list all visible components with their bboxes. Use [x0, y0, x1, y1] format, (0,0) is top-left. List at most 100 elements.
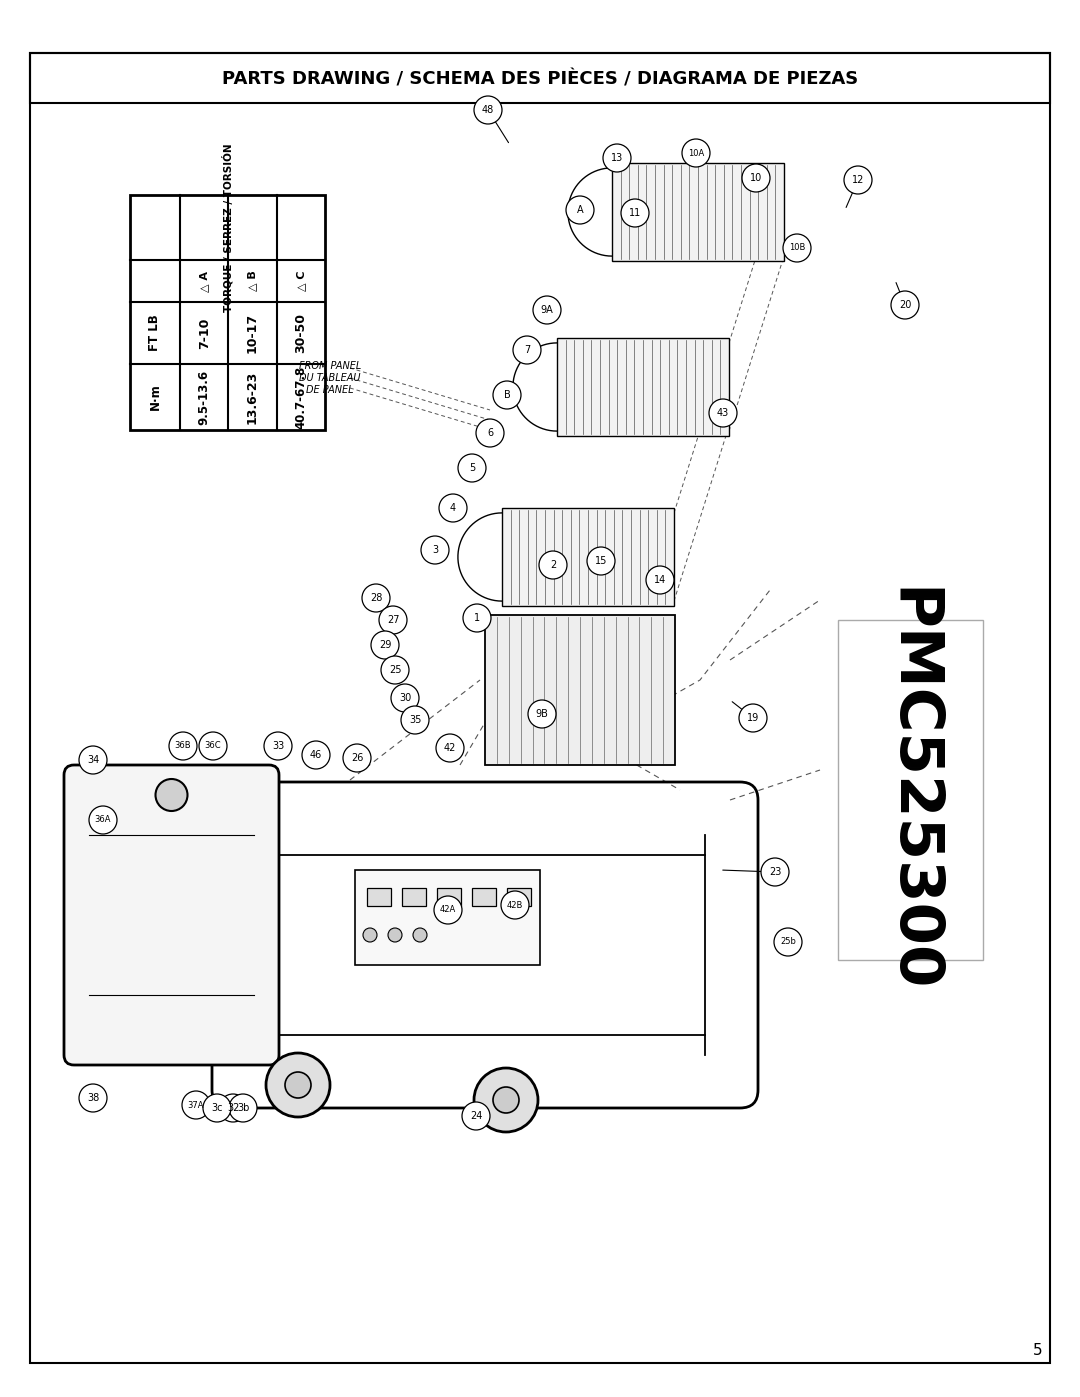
- Circle shape: [476, 419, 504, 447]
- Circle shape: [534, 296, 561, 324]
- Text: 15: 15: [595, 556, 607, 566]
- Text: B: B: [503, 390, 511, 400]
- Text: 25: 25: [389, 665, 402, 675]
- Bar: [557, 338, 729, 436]
- Text: 5: 5: [1032, 1343, 1042, 1358]
- Text: 10: 10: [750, 173, 762, 183]
- Text: 7-10: 7-10: [198, 317, 211, 349]
- Bar: [355, 870, 540, 965]
- Circle shape: [621, 198, 649, 226]
- Bar: [472, 888, 496, 907]
- Text: 30: 30: [399, 693, 411, 703]
- Text: 32: 32: [227, 1104, 239, 1113]
- Circle shape: [603, 144, 631, 172]
- Bar: [437, 888, 461, 907]
- Bar: [130, 196, 325, 430]
- Circle shape: [462, 1102, 490, 1130]
- Text: 14: 14: [653, 576, 666, 585]
- Circle shape: [474, 1067, 538, 1132]
- Circle shape: [708, 400, 737, 427]
- Circle shape: [843, 166, 872, 194]
- Circle shape: [458, 454, 486, 482]
- Circle shape: [219, 1094, 247, 1122]
- Text: 2: 2: [550, 560, 556, 570]
- Text: TORQUE / SERREZ / TORSIÓN: TORQUE / SERREZ / TORSIÓN: [221, 142, 233, 312]
- Text: △ A: △ A: [199, 271, 210, 292]
- Text: 42B: 42B: [507, 901, 523, 909]
- Text: 36C: 36C: [205, 742, 221, 750]
- Circle shape: [739, 704, 767, 732]
- Text: 23: 23: [769, 868, 781, 877]
- Circle shape: [474, 96, 502, 124]
- Circle shape: [372, 631, 399, 659]
- Circle shape: [203, 1094, 231, 1122]
- Text: 42: 42: [444, 743, 456, 753]
- Circle shape: [266, 1053, 330, 1118]
- Text: 1: 1: [474, 613, 481, 623]
- Circle shape: [566, 196, 594, 224]
- Bar: [507, 888, 531, 907]
- Text: 9B: 9B: [536, 710, 549, 719]
- Text: 9A: 9A: [541, 305, 553, 314]
- Text: 40.7-67.8: 40.7-67.8: [295, 366, 308, 429]
- Text: 10A: 10A: [688, 148, 704, 158]
- Text: 35: 35: [409, 715, 421, 725]
- Circle shape: [761, 858, 789, 886]
- Text: FT LB: FT LB: [149, 314, 162, 352]
- Text: PMC525300: PMC525300: [881, 587, 940, 993]
- Text: △ C: △ C: [296, 271, 306, 291]
- Text: 37A: 37A: [188, 1101, 204, 1109]
- Circle shape: [463, 604, 491, 631]
- Bar: [402, 888, 426, 907]
- Circle shape: [199, 732, 227, 760]
- Circle shape: [501, 891, 529, 919]
- Circle shape: [363, 928, 377, 942]
- Circle shape: [401, 705, 429, 733]
- Text: 42A: 42A: [440, 905, 456, 915]
- Circle shape: [492, 381, 521, 409]
- Circle shape: [168, 732, 197, 760]
- Circle shape: [774, 928, 802, 956]
- Circle shape: [434, 895, 462, 923]
- Text: 30-50: 30-50: [295, 313, 308, 353]
- Text: 26: 26: [351, 753, 363, 763]
- Text: 27: 27: [387, 615, 400, 624]
- Text: 46: 46: [310, 750, 322, 760]
- Circle shape: [229, 1094, 257, 1122]
- Text: 19: 19: [747, 712, 759, 724]
- Circle shape: [391, 685, 419, 712]
- Circle shape: [681, 138, 710, 168]
- Circle shape: [539, 550, 567, 578]
- Circle shape: [388, 928, 402, 942]
- Circle shape: [492, 1087, 519, 1113]
- Circle shape: [362, 584, 390, 612]
- Text: 11: 11: [629, 208, 642, 218]
- Text: 36A: 36A: [95, 816, 111, 824]
- Circle shape: [528, 700, 556, 728]
- Text: 38: 38: [86, 1092, 99, 1104]
- Text: FROM PANEL
DU TABLEAU
DE PANEL: FROM PANEL DU TABLEAU DE PANEL: [299, 362, 361, 394]
- Text: 3c: 3c: [212, 1104, 222, 1113]
- Circle shape: [156, 780, 188, 812]
- Text: 12: 12: [852, 175, 864, 184]
- Bar: [838, 620, 983, 960]
- Text: 24: 24: [470, 1111, 482, 1120]
- Text: 25b: 25b: [780, 937, 796, 947]
- Bar: [30, 53, 1050, 103]
- Circle shape: [891, 291, 919, 319]
- Circle shape: [379, 606, 407, 634]
- Text: 5: 5: [469, 462, 475, 474]
- Text: 36B: 36B: [175, 742, 191, 750]
- Circle shape: [79, 1084, 107, 1112]
- Circle shape: [513, 337, 541, 365]
- Text: A: A: [577, 205, 583, 215]
- Text: 9.5-13.6: 9.5-13.6: [198, 369, 211, 425]
- Text: 4: 4: [450, 503, 456, 513]
- Text: 13: 13: [611, 154, 623, 163]
- Bar: [502, 509, 674, 606]
- Text: 6: 6: [487, 427, 494, 439]
- Circle shape: [421, 536, 449, 564]
- Circle shape: [646, 566, 674, 594]
- Circle shape: [183, 1091, 210, 1119]
- Circle shape: [438, 495, 467, 522]
